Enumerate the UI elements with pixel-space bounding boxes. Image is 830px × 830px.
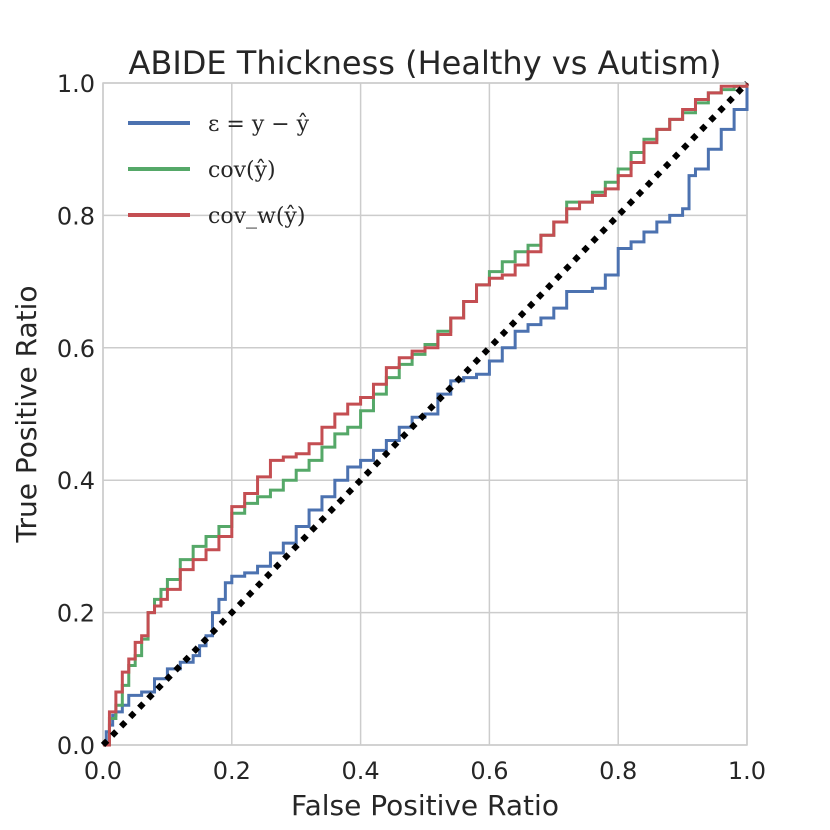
x-tick-label: 0.2 [213, 757, 251, 785]
y-tick-label: 0.2 [57, 600, 95, 628]
y-tick-label: 0.8 [57, 202, 95, 230]
y-tick-label: 0.6 [57, 335, 95, 363]
series-group [100, 80, 750, 748]
x-axis-label: False Positive Ratio [291, 789, 559, 822]
y-axis-label: True Positive Ratio [10, 285, 43, 543]
series-line-2 [103, 83, 749, 747]
chance-diagonal-line [100, 80, 750, 748]
legend: ε = y − ŷ cov(ŷ) cov_w(ŷ) [128, 112, 310, 229]
y-tick-label: 0.0 [57, 732, 95, 760]
chart-title: ABIDE Thickness (Healthy vs Autism) [128, 44, 721, 82]
x-tick-label: 1.0 [728, 757, 766, 785]
legend-entry-label: cov_w(ŷ) [208, 204, 305, 229]
legend-entry-label: cov(ŷ) [208, 158, 276, 183]
x-tick-label: 0.4 [342, 757, 380, 785]
tick-labels: 0.0 0.2 0.4 0.6 0.8 1.0 0.0 0.2 0.4 0.6 0.8 1.0 [57, 70, 766, 785]
x-tick-label: 0.6 [470, 757, 508, 785]
y-tick-label: 1.0 [57, 70, 95, 98]
x-tick-label: 0.0 [84, 757, 122, 785]
series-line-1 [103, 83, 749, 747]
x-tick-label: 0.8 [599, 757, 637, 785]
y-tick-label: 0.4 [57, 467, 95, 495]
legend-entry-label: ε = y − ŷ [208, 112, 310, 137]
